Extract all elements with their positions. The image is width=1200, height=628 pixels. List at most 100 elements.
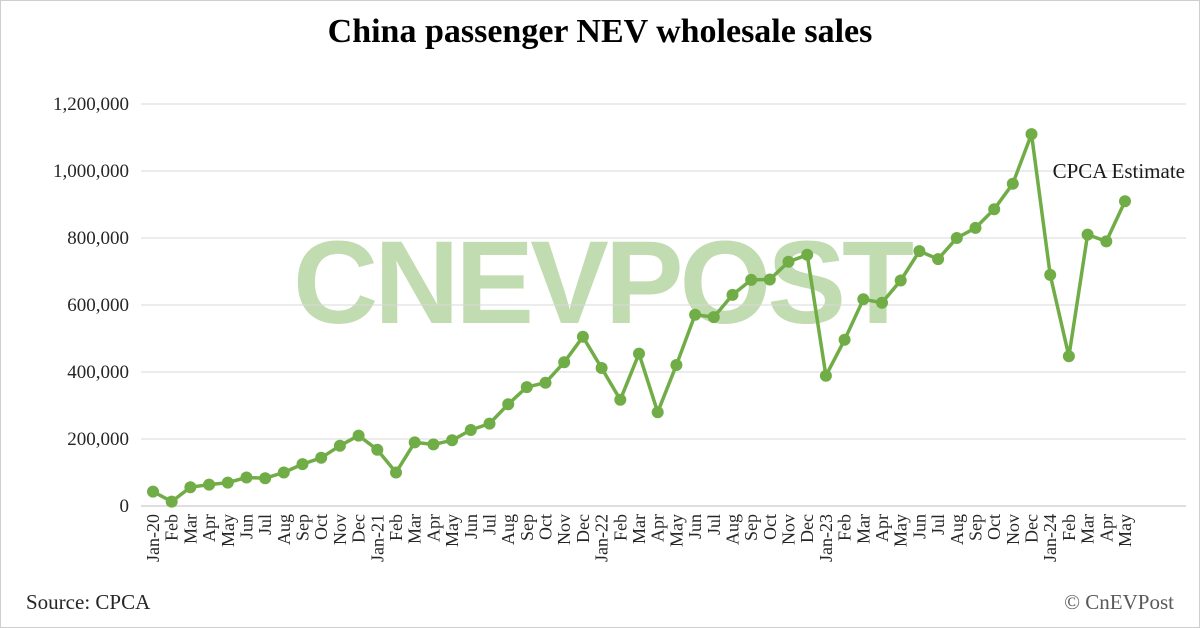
x-axis-tick-label: Mar [405,514,425,544]
x-axis-tick-label: May [891,514,911,547]
data-point-marker [464,424,477,436]
data-point-marker [240,471,253,484]
y-axis-tick-label: 1,200,000 [53,94,129,115]
x-axis-tick-label: Apr [648,514,668,542]
data-point-marker [950,232,963,244]
data-point-marker [1044,268,1057,281]
data-point-marker [707,311,720,324]
x-axis-tick-label: May [666,514,686,547]
x-axis-tick-label: May [1115,514,1135,547]
data-point-marker [539,376,552,389]
data-point-marker [876,296,888,309]
x-axis-tick-label: Oct [536,514,556,540]
x-axis-tick-label: Dec [349,514,369,543]
data-point-marker [726,288,739,301]
series-line [151,132,1127,504]
data-point-marker [745,273,758,286]
x-axis-tick-label: Nov [779,514,799,545]
data-point-marker [203,478,216,491]
data-point-marker [259,472,272,485]
x-axis-tick-label: Aug [947,514,967,545]
data-point-marker [277,466,290,479]
data-point-marker [221,476,234,489]
x-axis-tick-label: Jun [236,514,256,539]
x-axis-tick-label: Dec [1022,514,1042,543]
x-axis-tick-label: Feb [835,514,855,541]
x-axis-tick-label: Sep [517,514,537,541]
x-axis-tick-label: Nov [330,514,350,545]
x-axis-tick-label: Feb [386,514,406,541]
data-point-marker [801,248,814,261]
x-axis-tick-label: May [442,514,462,547]
data-point-marker [165,495,178,508]
x-axis-tick-label: Jul [704,514,724,535]
x-axis-tick-label: Jan-23 [816,514,836,562]
x-axis-tick-label: Sep [965,514,985,541]
data-point-marker [483,417,496,430]
data-point-marker [371,443,384,456]
x-axis-tick-label: Feb [610,514,630,541]
x-axis-tick-label: Apr [199,514,219,542]
data-point-marker [913,245,926,258]
x-axis-tick-label: Jun [685,514,705,539]
x-axis-tick-label: Oct [311,514,331,540]
x-axis-tick-label: Jan-22 [592,514,612,562]
data-point-marker [520,381,533,394]
x-axis-tick-label: Aug [274,514,294,545]
data-point-marker [670,359,683,371]
x-axis-tick-label: Jun [909,514,929,539]
x-axis-tick-label: Nov [554,514,574,545]
x-axis-tick-label: Sep [293,514,313,541]
chart-title: China passenger NEV wholesale sales [327,13,873,50]
x-axis-tick-label: Dec [797,514,817,543]
data-point-marker [1119,195,1131,208]
data-point-marker [427,438,440,451]
x-axis-tick-label: Aug [722,514,742,545]
x-axis-tick-label: Feb [162,514,182,541]
data-point-marker [857,293,870,306]
x-axis-tick-label: Aug [498,514,518,545]
data-point-marker [633,347,645,360]
x-axis-tick-label: Mar [853,514,873,544]
x-axis-tick-label: Oct [984,514,1004,540]
data-point-marker [558,356,571,369]
copyright-label: © CnEVPost [1064,590,1174,614]
data-point-marker [1062,350,1075,363]
data-point-marker [1100,235,1113,248]
data-point-marker [969,221,982,234]
y-axis-tick-label: 800,000 [67,228,129,249]
data-point-marker [894,274,907,287]
data-point-marker [595,362,608,374]
data-point-marker [576,330,589,343]
x-axis-tick-label: May [218,514,238,547]
data-point-marker [1025,128,1038,141]
data-point-marker [763,273,776,286]
data-point-marker [932,253,945,266]
y-axis-tick-label: 0 [120,496,130,517]
x-axis-tick-label: Feb [1059,514,1079,541]
data-point-marker [838,333,851,346]
x-axis-tick-label: Jul [928,514,948,535]
y-axis-tick-label: 600,000 [67,295,129,316]
data-point-marker [988,203,1001,216]
x-axis-tick-label: Mar [629,514,649,544]
data-point-marker [782,255,795,268]
data-point-marker [390,466,402,479]
x-axis-tick-label: Jan-24 [1040,514,1060,562]
x-axis-tick-label: Mar [180,514,200,544]
x-axis-tick-label: Jun [461,514,481,539]
x-axis-tick-label: Apr [872,514,892,542]
data-point-marker [147,485,159,498]
data-point-marker [689,308,702,321]
data-point-marker [502,398,515,411]
x-axis-tick-label: Jan-21 [367,514,387,562]
cpca-estimate-annotation: CPCA Estimate [1052,159,1185,183]
data-point-marker [1006,177,1019,190]
data-point-marker [1081,228,1094,241]
data-point-marker [614,393,627,406]
y-axis-tick-label: 1,000,000 [53,161,129,182]
x-axis-tick-label: Apr [1096,514,1116,542]
data-point-marker [296,458,309,471]
